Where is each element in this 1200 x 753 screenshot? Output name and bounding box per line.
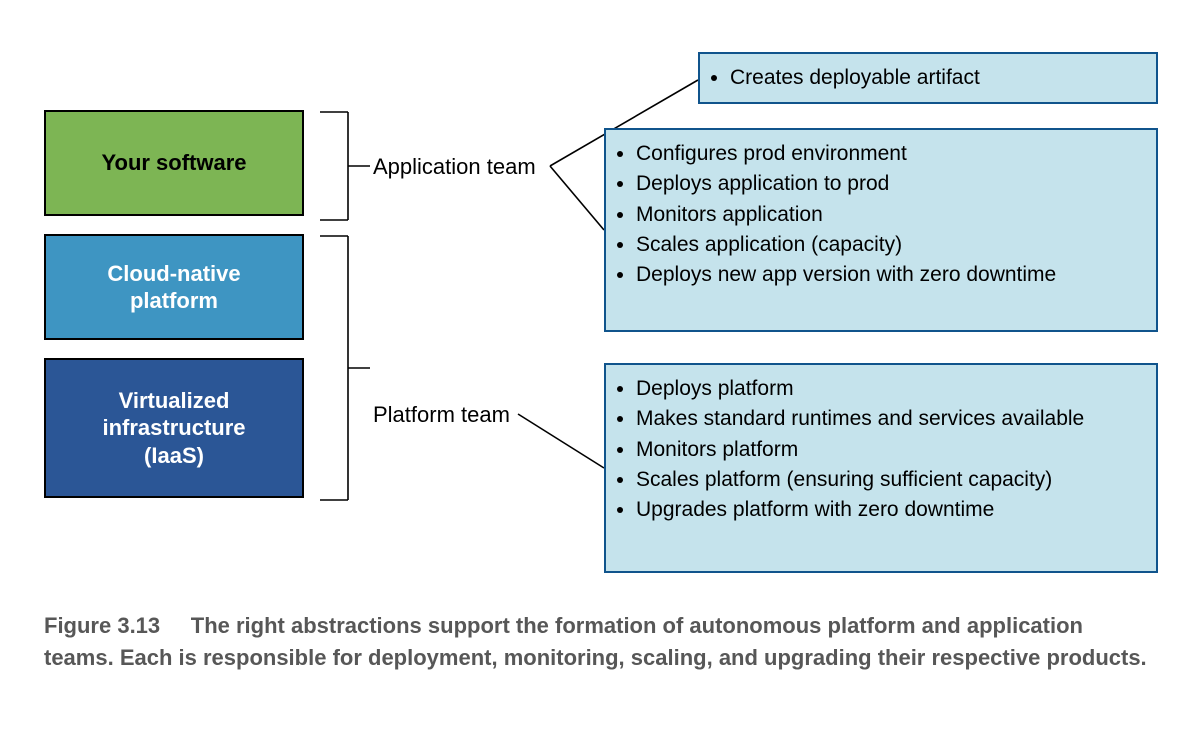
- stack-box-cloud-native-platform: Cloud-nativeplatform: [44, 234, 304, 340]
- figure-caption: Figure 3.13 The right abstractions suppo…: [44, 610, 1156, 674]
- task-item: Scales platform (ensuring sufficient cap…: [636, 466, 1142, 494]
- figure-caption-prefix: Figure 3.13: [44, 613, 160, 638]
- task-item: Upgrades platform with zero downtime: [636, 496, 1142, 524]
- stack-box-your-software: Your software: [44, 110, 304, 216]
- task-list: Configures prod environmentDeploys appli…: [636, 140, 1142, 290]
- task-list: Creates deployable artifact: [730, 64, 1142, 92]
- task-box-3: Deploys platformMakes standard runtimes …: [604, 363, 1158, 573]
- figure-caption-text: The right abstractions support the forma…: [44, 613, 1147, 670]
- task-item: Monitors application: [636, 201, 1142, 229]
- team-label-team-app: Application team: [373, 154, 536, 180]
- task-item: Makes standard runtimes and services ava…: [636, 405, 1142, 433]
- team-label-team-platform: Platform team: [373, 402, 510, 428]
- stack-box-label: Cloud-nativeplatform: [107, 260, 240, 315]
- task-item: Deploys new app version with zero downti…: [636, 261, 1142, 289]
- task-item: Deploys platform: [636, 375, 1142, 403]
- task-list: Deploys platformMakes standard runtimes …: [636, 375, 1142, 525]
- stack-box-virtualized-infrastructure: Virtualizedinfrastructure(IaaS): [44, 358, 304, 498]
- task-item: Monitors platform: [636, 436, 1142, 464]
- task-item: Scales application (capacity): [636, 231, 1142, 259]
- stack-box-label: Virtualizedinfrastructure(IaaS): [102, 387, 245, 470]
- task-box-2: Configures prod environmentDeploys appli…: [604, 128, 1158, 332]
- task-item: Deploys application to prod: [636, 170, 1142, 198]
- task-box-1: Creates deployable artifact: [698, 52, 1158, 104]
- task-item: Configures prod environment: [636, 140, 1142, 168]
- stack-box-label: Your software: [101, 149, 246, 177]
- task-item: Creates deployable artifact: [730, 64, 1142, 92]
